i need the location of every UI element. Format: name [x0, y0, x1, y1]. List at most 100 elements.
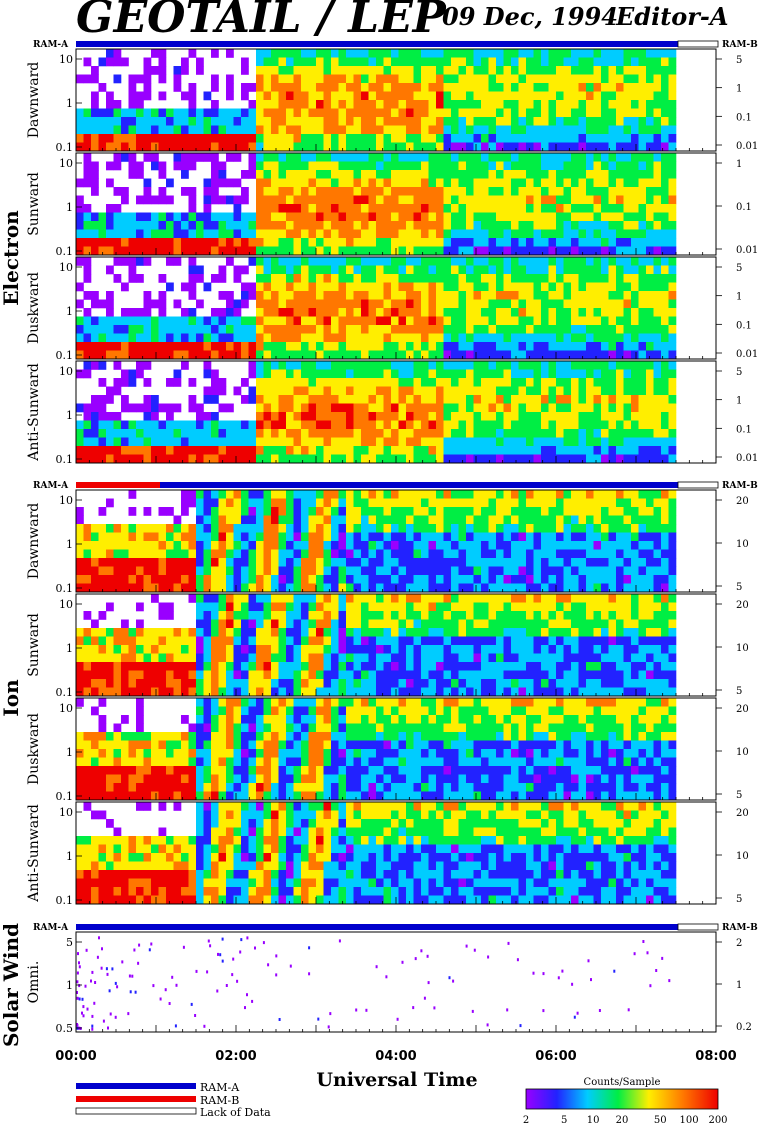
heatmap-cell	[488, 490, 497, 499]
heatmap-cell	[346, 532, 354, 542]
heatmap-cell	[503, 412, 512, 421]
heatmap-cell	[136, 238, 144, 247]
heatmap-cell	[106, 333, 114, 343]
heatmap-cell	[271, 83, 279, 92]
heatmap-cell	[383, 291, 392, 300]
heatmap-cell	[233, 594, 242, 603]
heatmap-cell	[623, 446, 632, 455]
heatmap-cell	[436, 170, 444, 179]
heatmap-cell	[601, 212, 609, 222]
heatmap-cell	[233, 532, 242, 542]
heatmap-cell	[503, 333, 512, 343]
heatmap-cell	[113, 420, 122, 430]
heatmap-cell	[83, 134, 92, 143]
heatmap-cell	[428, 229, 437, 239]
heatmap-cell	[196, 653, 204, 663]
heatmap-cell	[136, 142, 144, 152]
heatmap-cell	[218, 628, 227, 637]
heatmap-cell	[376, 221, 384, 230]
heatmap-cell	[518, 83, 527, 92]
heatmap-cell	[278, 316, 287, 326]
heatmap-cell	[653, 532, 662, 542]
heatmap-cell	[413, 325, 422, 334]
heatmap-cell	[173, 662, 182, 671]
heatmap-cell	[391, 221, 399, 230]
heatmap-cell	[451, 187, 459, 196]
heatmap-cell	[143, 645, 152, 654]
heatmap-cell	[428, 238, 437, 247]
heatmap-cell	[451, 316, 459, 326]
heatmap-cell	[638, 117, 647, 126]
heatmap-cell	[301, 386, 309, 396]
heatmap-cell	[511, 333, 519, 343]
heatmap-cell	[391, 558, 399, 567]
heatmap-cell	[533, 395, 542, 404]
heatmap-cell	[623, 507, 632, 516]
heatmap-cell	[578, 361, 587, 370]
heatmap-cell	[331, 378, 339, 387]
heatmap-cell	[518, 108, 527, 118]
heatmap-cell	[76, 134, 84, 143]
heatmap-cell	[601, 108, 609, 118]
heatmap-cell	[203, 429, 212, 438]
heatmap-cell	[488, 57, 497, 67]
heatmap-cell	[143, 636, 152, 646]
heatmap-cell	[533, 74, 542, 84]
heatmap-cell	[308, 134, 317, 143]
heatmap-cell	[398, 178, 407, 188]
heatmap-cell	[623, 412, 632, 421]
heatmap-cell	[563, 221, 572, 230]
heatmap-cell	[106, 246, 114, 256]
heatmap-cell	[421, 524, 429, 533]
heatmap-cell	[451, 83, 459, 92]
heatmap-cell	[226, 653, 234, 663]
heatmap-cell	[143, 532, 152, 542]
heatmap-cell	[398, 100, 407, 109]
heatmap-cell	[151, 670, 159, 680]
heatmap-cell	[518, 117, 527, 126]
heatmap-cell	[196, 566, 204, 576]
heatmap-cell	[488, 246, 497, 256]
heatmap-cell	[593, 238, 602, 247]
heatmap-cell	[661, 446, 669, 455]
heatmap-cell	[128, 378, 137, 387]
heatmap-cell	[256, 549, 264, 559]
heatmap-cell	[188, 229, 197, 239]
heatmap-cell	[173, 687, 182, 697]
heatmap-cell	[616, 333, 624, 343]
heatmap-cell	[518, 238, 527, 247]
heatmap-cell	[398, 66, 407, 75]
heatmap-cell	[143, 361, 152, 370]
heatmap-cell	[286, 125, 294, 135]
heatmap-cell	[436, 221, 444, 230]
heatmap-cell	[353, 195, 362, 205]
heatmap-cell	[571, 100, 579, 109]
heatmap-cell	[233, 246, 242, 256]
heatmap-cell	[248, 602, 257, 612]
heatmap-cell	[218, 532, 227, 542]
heatmap-cell	[548, 117, 557, 126]
heatmap-cell	[83, 274, 92, 283]
heatmap-cell	[316, 204, 324, 213]
heatmap-cell	[256, 454, 264, 464]
heatmap-cell	[293, 524, 302, 533]
heatmap-cell	[428, 420, 437, 430]
heatmap-cell	[136, 583, 144, 593]
heatmap-cell	[98, 636, 107, 646]
heatmap-cell	[421, 170, 429, 179]
heatmap-cell	[608, 575, 617, 584]
heatmap-cell	[623, 575, 632, 584]
heatmap-cell	[533, 507, 542, 516]
heatmap-cell	[158, 274, 167, 283]
heatmap-cell	[608, 66, 617, 75]
heatmap-cell	[383, 161, 392, 171]
heatmap-cell	[121, 257, 129, 266]
heatmap-cell	[623, 91, 632, 101]
heatmap-cell	[331, 108, 339, 118]
heatmap-cell	[458, 446, 467, 455]
heatmap-cell	[578, 412, 587, 421]
heatmap-cell	[128, 161, 137, 171]
heatmap-cell	[383, 187, 392, 196]
heatmap-cell	[413, 350, 422, 360]
heatmap-cell	[286, 420, 294, 430]
